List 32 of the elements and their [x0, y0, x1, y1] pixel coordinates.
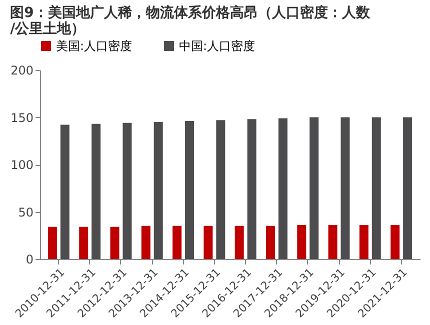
bar — [92, 124, 101, 259]
bar — [48, 226, 57, 259]
chart-title: 图9：美国地广人稀，物流体系价格高昂（人口密度：人数/公里土地） — [10, 4, 371, 37]
bar — [79, 226, 88, 259]
bar — [310, 117, 319, 259]
y-tick-label: 50 — [18, 205, 34, 220]
y-tick-label: 200 — [10, 64, 34, 78]
bar — [247, 119, 256, 259]
bar — [359, 224, 368, 259]
y-tick-label: 150 — [10, 110, 34, 125]
bar — [266, 226, 275, 259]
bar — [141, 226, 150, 259]
bar — [340, 117, 350, 259]
y-tick-label: 100 — [10, 158, 34, 172]
bar — [154, 122, 163, 259]
bar — [328, 224, 338, 259]
bar — [60, 124, 70, 259]
bar — [172, 226, 182, 259]
bar — [403, 117, 412, 259]
bar — [204, 226, 213, 259]
legend-label: 美国:人口密度 — [56, 39, 132, 53]
bar — [216, 120, 226, 259]
bar — [234, 226, 244, 259]
bar — [297, 224, 306, 259]
legend-label: 中国:人口密度 — [179, 39, 256, 53]
y-tick-label: 0 — [26, 252, 34, 266]
bar — [122, 122, 132, 259]
bar — [278, 118, 288, 259]
bar — [372, 117, 381, 259]
bar — [185, 121, 194, 259]
bar — [390, 224, 400, 259]
bar — [110, 226, 120, 259]
